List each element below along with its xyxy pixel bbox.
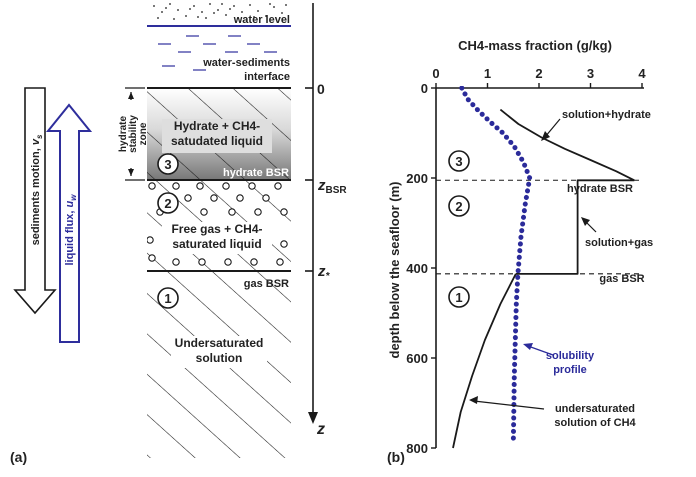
- svg-text:3: 3: [164, 157, 171, 172]
- svg-text:2: 2: [455, 199, 462, 214]
- x-tick-label: 0: [432, 66, 439, 81]
- gas-bsr-label-b: gas BSR: [599, 273, 644, 285]
- interface-label-line1: water-sediments: [202, 57, 290, 69]
- water-column: water level water-sediments interface: [147, 3, 291, 83]
- series-solubility-profile: [459, 86, 533, 446]
- svg-text:1: 1: [164, 291, 171, 306]
- svg-text:undersaturated: undersaturated: [555, 403, 635, 415]
- sediment-column: [147, 88, 291, 458]
- y-axis-title: depth below the seafloor (m): [387, 182, 402, 359]
- stability-zone-bracket: [125, 87, 145, 181]
- free-gas-bubbles: [147, 182, 288, 266]
- unsat-text-line1: Undersaturated: [175, 336, 264, 350]
- z-bsr-label: zBSR: [317, 177, 347, 196]
- chart-axes: 0 1 2 3 4 0 200 400 600 800: [406, 66, 646, 456]
- y-tick-label: 600: [406, 351, 428, 366]
- y-tick-label: 400: [406, 261, 428, 276]
- gas-bsr-label-a: gas BSR: [244, 278, 289, 290]
- svg-text:solution of CH4: solution of CH4: [554, 417, 636, 429]
- series-solution-gas: [515, 179, 635, 275]
- x-tick-label: 4: [638, 66, 646, 81]
- hydrate-text-line1: Hydrate + CH4-: [174, 119, 260, 133]
- callout-undersaturated: undersaturated solution of CH4: [469, 396, 637, 429]
- x-tick-label: 1: [484, 66, 491, 81]
- hydrate-bsr-label-b: hydrate BSR: [567, 183, 633, 195]
- chart-series: [452, 86, 635, 449]
- x-tick-label: 3: [587, 66, 594, 81]
- zone-marker-2-b: 2: [448, 195, 470, 217]
- liquid-flux-arrow: liquid flux, uw: [45, 103, 93, 343]
- callout-solubility-profile: solubility profile: [523, 343, 595, 376]
- freegas-text-line1: Free gas + CH4-: [171, 222, 262, 236]
- x-axis-title: CH4-mass fraction (g/kg): [458, 38, 612, 53]
- svg-text:hydrate: hydrate: [118, 116, 129, 153]
- callout-solution-hydrate: solution+hydrate: [541, 109, 651, 141]
- freegas-text-line2: saturated liquid: [172, 237, 261, 251]
- sediments-motion-label: sediments motion, vs: [30, 134, 44, 245]
- x-tick-label: 2: [535, 66, 542, 81]
- hydrate-text-line2: satudated liquid: [171, 134, 263, 148]
- svg-text:stability: stability: [128, 115, 139, 153]
- svg-text:2: 2: [164, 196, 171, 211]
- zone-marker-1-a: 1: [157, 287, 179, 309]
- hydrate-label-bg: [162, 119, 272, 153]
- depth-axis-z: [305, 3, 318, 424]
- z-axis-zero: 0: [317, 81, 325, 97]
- stability-zone-label: hydrate stability zone: [118, 115, 149, 153]
- unsat-label-bg: [171, 336, 267, 368]
- unsat-text-line2: solution: [196, 351, 243, 365]
- zone-marker-3-b: 3: [448, 150, 470, 172]
- svg-text:solution+hydrate: solution+hydrate: [562, 109, 651, 121]
- hydrate-bsr-label-a: hydrate BSR: [223, 167, 289, 179]
- panel-b-label: (b): [387, 449, 405, 465]
- sediments-motion-arrow: sediments motion, vs: [13, 87, 57, 315]
- callout-solution-gas: solution+gas: [581, 217, 653, 249]
- zone-marker-2-a: 2: [157, 192, 179, 214]
- series-undersaturated-solution-of-ch4: [452, 273, 517, 449]
- panel-a: water level water-sediments interface Hy…: [10, 3, 347, 465]
- water-surface-dots: [153, 3, 287, 20]
- svg-text:solution+gas: solution+gas: [585, 237, 653, 249]
- zone-marker-1-b: 1: [448, 286, 470, 308]
- svg-text:profile: profile: [553, 364, 587, 376]
- water-ripples: [158, 35, 277, 71]
- svg-text:1: 1: [455, 290, 462, 305]
- freegas-label-bg: [162, 222, 272, 254]
- zone-marker-3-a: 3: [157, 153, 179, 175]
- y-tick-label: 0: [421, 81, 428, 96]
- panel-a-label: (a): [10, 449, 27, 465]
- y-tick-label: 200: [406, 171, 428, 186]
- svg-text:solubility: solubility: [546, 350, 595, 362]
- z-axis-label: z: [316, 421, 325, 438]
- liquid-flux-label: liquid flux, uw: [64, 194, 78, 266]
- panel-b: 0 1 2 3 4 0 200 400 600 800 CH4-mass fraction (g/…: [387, 38, 653, 465]
- interface-label-line2: interface: [244, 71, 290, 83]
- series-solution-hydrate: [499, 108, 635, 182]
- y-tick-label: 800: [406, 441, 428, 456]
- z-star-label: z*: [317, 263, 331, 282]
- svg-text:3: 3: [455, 154, 462, 169]
- water-level-label: water level: [233, 14, 290, 26]
- svg-text:zone: zone: [138, 122, 149, 145]
